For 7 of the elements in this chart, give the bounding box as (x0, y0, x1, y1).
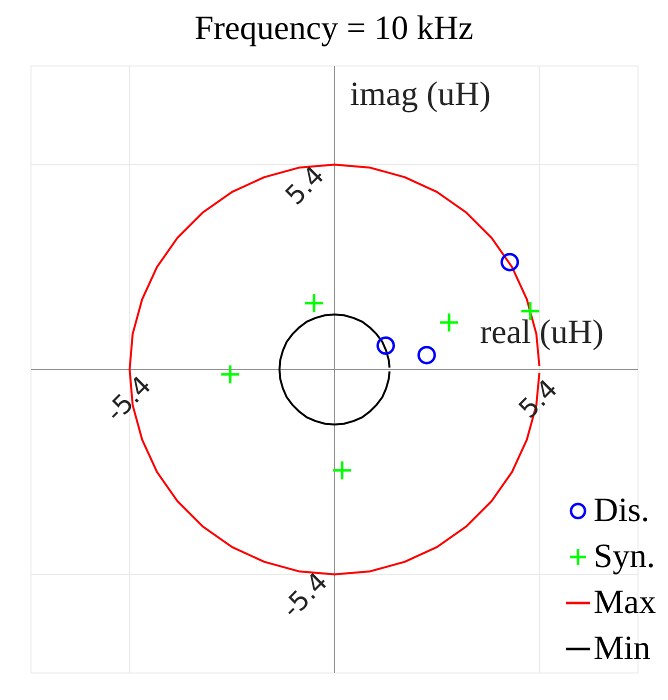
legend-label: Syn. (594, 537, 656, 577)
chart-title: Frequency = 10 kHz (194, 10, 474, 48)
x-axis-title: real (uH) (480, 314, 604, 352)
y-axis-title: imag (uH) (350, 76, 491, 114)
legend-label: Dis. (594, 491, 650, 531)
legend-label: Min (594, 629, 650, 669)
legend-label: Max (594, 583, 656, 623)
